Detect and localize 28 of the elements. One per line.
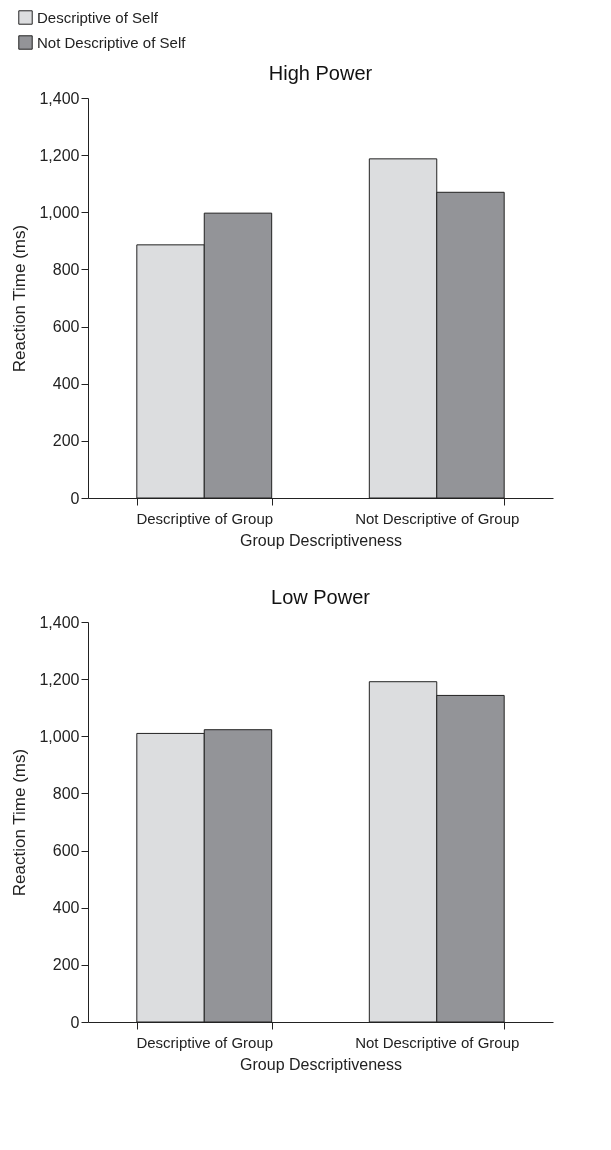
x-axis-title: Group Descriptiveness — [240, 1055, 402, 1073]
x-tick-label: Not Descriptive of Group — [355, 1033, 520, 1051]
y-tick-label: 400 — [52, 899, 80, 917]
x-tick-label: Descriptive of Group — [136, 1033, 274, 1051]
y-tick-label: 200 — [52, 432, 80, 450]
y-tick-label: 600 — [52, 842, 80, 860]
y-tick-label: 200 — [52, 956, 80, 974]
y-tick-label: 1,400 — [39, 89, 80, 107]
y-tick-label: 1,000 — [39, 727, 80, 745]
x-tick-label: Descriptive of Group — [136, 509, 274, 527]
y-tick-label: 800 — [52, 260, 80, 278]
y-tick-label: 1,000 — [39, 203, 80, 221]
y-axis-title: Reaction Time (ms) — [10, 224, 30, 373]
y-tick-label: 0 — [70, 489, 80, 507]
y-axis-title: Reaction Time (ms) — [10, 748, 30, 897]
chart-title: High Power — [268, 62, 373, 84]
legend-label: Descriptive of Self — [37, 8, 159, 26]
y-tick-label: 0 — [70, 1013, 80, 1031]
y-tick-label: 600 — [52, 318, 80, 336]
x-tick-label: Not Descriptive of Group — [355, 509, 520, 527]
y-tick-label: 1,200 — [39, 146, 80, 164]
chart-title: Low Power — [271, 586, 371, 608]
y-tick-label: 1,200 — [39, 670, 80, 688]
y-tick-label: 1,400 — [39, 613, 80, 631]
x-axis-title: Group Descriptiveness — [240, 531, 402, 549]
legend-label: Not Descriptive of Self — [37, 33, 187, 51]
y-tick-label: 800 — [52, 784, 80, 802]
y-tick-label: 400 — [52, 375, 80, 393]
